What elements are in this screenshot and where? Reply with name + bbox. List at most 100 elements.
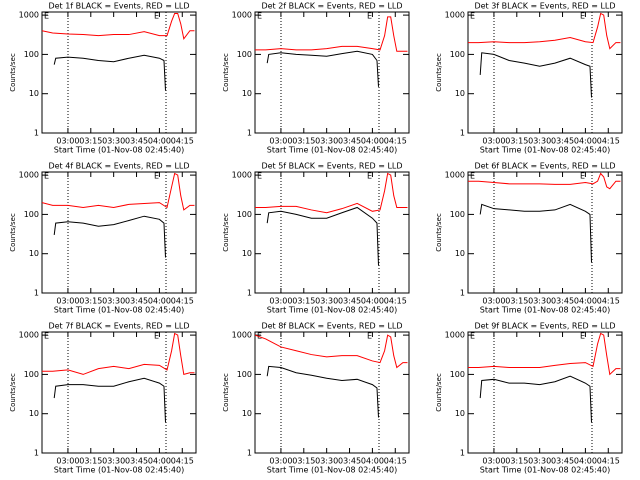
y-tick-label: 10 bbox=[242, 89, 252, 98]
x-tick-label: 03:30 bbox=[102, 457, 125, 466]
annotation: E bbox=[257, 332, 262, 341]
x-tick-label: 03:45 bbox=[551, 137, 574, 146]
x-tick-label: 03:45 bbox=[338, 297, 361, 306]
x-axis-label: Start Time (01-Nov-08 02:45:40) bbox=[480, 146, 610, 155]
series-line bbox=[42, 172, 195, 211]
x-tick-label: 04:00 bbox=[574, 457, 597, 466]
x-tick-label: 03:15 bbox=[505, 297, 528, 306]
y-tick-label: 1000 bbox=[445, 331, 465, 340]
x-tick-label: 03:45 bbox=[551, 457, 574, 466]
chart-title: Det 4f BLACK = Events, RED = LLD bbox=[48, 162, 189, 171]
x-tick-label: 04:15 bbox=[597, 297, 620, 306]
x-tick-label: 03:15 bbox=[79, 457, 102, 466]
y-tick-label: 1 bbox=[34, 129, 39, 138]
x-tick-label: 03:30 bbox=[315, 457, 338, 466]
x-tick-label: 04:00 bbox=[148, 137, 171, 146]
panel: Det 6f BLACK = Events, RED = LLD Start Ti… bbox=[435, 162, 623, 315]
panel: Det 7f BLACK = Events, RED = LLD Start Ti… bbox=[9, 322, 197, 475]
y-tick-label: 1000 bbox=[445, 11, 465, 20]
x-tick-label: 03:15 bbox=[292, 457, 315, 466]
annotation: E bbox=[367, 172, 372, 181]
y-tick-label: 1 bbox=[460, 129, 465, 138]
x-tick-label: 03:45 bbox=[125, 457, 148, 466]
y-tick-label: 100 bbox=[237, 370, 252, 379]
y-axis-label: Counts/sec bbox=[9, 373, 17, 412]
annotation: E bbox=[44, 12, 49, 21]
x-tick-label: 03:15 bbox=[505, 457, 528, 466]
x-tick-label: 03:30 bbox=[102, 297, 125, 306]
series-line bbox=[479, 203, 593, 263]
x-tick-label: 03:00 bbox=[269, 457, 292, 466]
y-axis-label: Counts/sec bbox=[435, 373, 443, 412]
annotation: E bbox=[580, 12, 585, 21]
y-tick-label: 10 bbox=[455, 89, 465, 98]
x-tick-label: 03:45 bbox=[338, 137, 361, 146]
series-line bbox=[266, 50, 380, 87]
x-tick-label: 03:00 bbox=[482, 137, 505, 146]
chart-title: Det 8f BLACK = Events, RED = LLD bbox=[261, 322, 402, 331]
series-line bbox=[42, 12, 195, 40]
x-tick-label: 04:00 bbox=[361, 137, 384, 146]
series-line bbox=[255, 172, 408, 214]
x-tick-label: 04:00 bbox=[574, 137, 597, 146]
x-tick-label: 03:30 bbox=[528, 137, 551, 146]
x-tick-label: 04:15 bbox=[384, 137, 407, 146]
x-tick-label: 04:15 bbox=[597, 137, 620, 146]
x-tick-label: 03:15 bbox=[292, 297, 315, 306]
x-axis-label: Start Time (01-Nov-08 02:45:40) bbox=[54, 146, 184, 155]
series-line bbox=[468, 172, 621, 190]
x-tick-label: 04:15 bbox=[171, 457, 194, 466]
x-tick-label: 04:00 bbox=[574, 297, 597, 306]
y-axis-label: Counts/sec bbox=[435, 213, 443, 252]
y-tick-label: 1000 bbox=[19, 331, 39, 340]
x-axis-label: Start Time (01-Nov-08 02:45:40) bbox=[54, 306, 184, 315]
x-tick-label: 03:45 bbox=[125, 137, 148, 146]
x-tick-label: 03:15 bbox=[505, 137, 528, 146]
y-tick-label: 10 bbox=[242, 249, 252, 258]
x-axis-label: Start Time (01-Nov-08 02:45:40) bbox=[480, 306, 610, 315]
annotation: E bbox=[154, 12, 159, 21]
y-tick-label: 1000 bbox=[445, 171, 465, 180]
annotation: E bbox=[470, 12, 475, 21]
annotation: E bbox=[580, 172, 585, 181]
x-axis-label: Start Time (01-Nov-08 02:45:40) bbox=[267, 466, 397, 475]
chart-title: Det 7f BLACK = Events, RED = LLD bbox=[48, 322, 189, 331]
y-tick-label: 100 bbox=[24, 370, 39, 379]
y-tick-label: 10 bbox=[242, 409, 252, 418]
y-axis-label: Counts/sec bbox=[9, 213, 17, 252]
x-axis-label: Start Time (01-Nov-08 02:45:40) bbox=[267, 146, 397, 155]
chart-title: Det 2f BLACK = Events, RED = LLD bbox=[261, 2, 402, 11]
annotation: E bbox=[470, 332, 475, 341]
y-tick-label: 1000 bbox=[232, 331, 252, 340]
panel: Det 4f BLACK = Events, RED = LLD Start Ti… bbox=[9, 162, 197, 315]
series-line bbox=[266, 365, 380, 418]
y-tick-label: 1000 bbox=[19, 11, 39, 20]
x-tick-label: 03:00 bbox=[269, 297, 292, 306]
x-axis-label: Start Time (01-Nov-08 02:45:40) bbox=[480, 466, 610, 475]
annotation: E bbox=[154, 332, 159, 341]
y-tick-label: 1 bbox=[247, 449, 252, 458]
x-axis-label: Start Time (01-Nov-08 02:45:40) bbox=[54, 466, 184, 475]
x-tick-label: 03:30 bbox=[528, 457, 551, 466]
panel: Det 3f BLACK = Events, RED = LLD Start Ti… bbox=[435, 2, 623, 155]
panel: Det 9f BLACK = Events, RED = LLD Start Ti… bbox=[435, 322, 623, 475]
chart-title: Det 6f BLACK = Events, RED = LLD bbox=[474, 162, 615, 171]
x-tick-label: 03:00 bbox=[269, 137, 292, 146]
y-axis-label: Counts/sec bbox=[9, 53, 17, 92]
plot-frame bbox=[467, 11, 623, 134]
x-tick-label: 03:15 bbox=[79, 137, 102, 146]
series-line bbox=[53, 215, 167, 258]
x-tick-label: 04:00 bbox=[361, 297, 384, 306]
x-tick-label: 03:30 bbox=[528, 297, 551, 306]
plot-frame bbox=[41, 11, 197, 134]
y-tick-label: 1 bbox=[247, 129, 252, 138]
panel: Det 2f BLACK = Events, RED = LLD Start Ti… bbox=[222, 2, 410, 155]
panel: Det 5f BLACK = Events, RED = LLD Start Ti… bbox=[222, 162, 410, 315]
y-tick-label: 10 bbox=[455, 409, 465, 418]
y-tick-label: 10 bbox=[29, 249, 39, 258]
x-tick-label: 04:00 bbox=[361, 457, 384, 466]
x-tick-label: 03:15 bbox=[79, 297, 102, 306]
series-line bbox=[266, 206, 380, 266]
